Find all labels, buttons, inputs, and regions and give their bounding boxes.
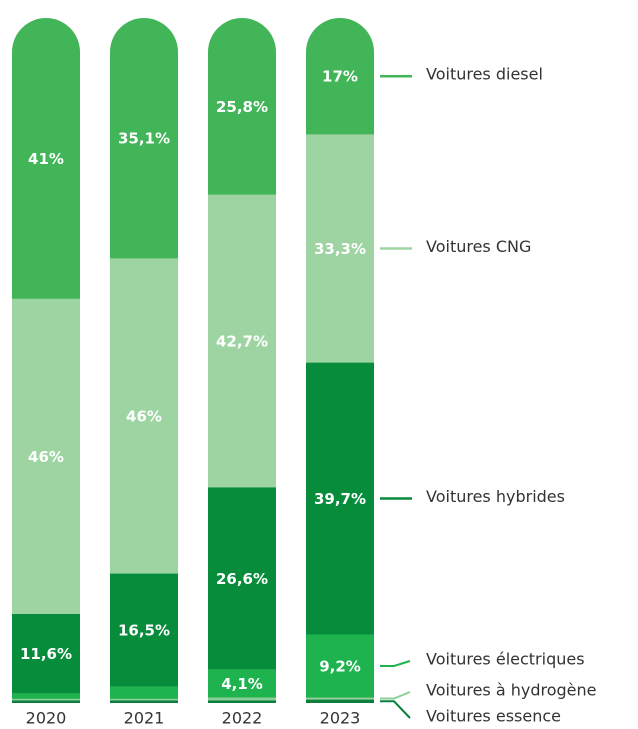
bar-segment [306, 634, 374, 698]
bar-segment [208, 669, 276, 698]
value-label: 17% [322, 68, 358, 86]
bar-segment [208, 487, 276, 670]
bar-segment [208, 18, 276, 195]
value-label: 41% [28, 150, 64, 168]
bar-group [110, 18, 178, 703]
bar-segment [306, 134, 374, 363]
bar-segment [110, 18, 178, 259]
value-label: 9,2% [319, 658, 361, 676]
bar-segment [12, 693, 80, 699]
value-label: 42,7% [216, 332, 268, 350]
legend-label: Voitures essence [426, 707, 561, 726]
x-tick-label: 2020 [26, 709, 67, 728]
legend-label: Voitures électriques [426, 650, 585, 669]
value-label: 46% [126, 407, 162, 425]
bar-segment [208, 700, 276, 703]
bar-segment [110, 258, 178, 574]
bar-segment [110, 700, 178, 703]
bar-segment [208, 194, 276, 488]
legend-label: Voitures à hydrogène [426, 681, 597, 700]
x-tick-label: 2022 [222, 709, 263, 728]
value-label: 35,1% [118, 130, 170, 148]
x-tick-label: 2023 [320, 709, 361, 728]
bar-segment [12, 700, 80, 703]
bar-segment [306, 18, 374, 135]
value-label: 26,6% [216, 570, 268, 588]
bar-segment [306, 362, 374, 635]
legend-label: Voitures hybrides [426, 487, 565, 506]
value-label: 46% [28, 448, 64, 466]
legend-line [380, 660, 411, 668]
value-label: 33,3% [314, 240, 366, 258]
bar-segment [110, 573, 178, 687]
bar-segment [208, 697, 276, 701]
bar-segment [110, 698, 178, 701]
bar-segment [306, 699, 374, 703]
x-tick-label: 2021 [124, 709, 165, 728]
value-label: 25,8% [216, 98, 268, 116]
value-label: 39,7% [314, 490, 366, 508]
value-label: 11,6% [20, 645, 72, 663]
bar-segment [110, 686, 178, 699]
bar-segment [12, 298, 80, 614]
bar-segment [12, 18, 80, 299]
value-label: 4,1% [221, 675, 263, 693]
bar-group [12, 18, 80, 703]
bar-segment [306, 697, 374, 700]
bar-group [208, 18, 276, 703]
legend-label: Voitures diesel [426, 65, 543, 84]
legend-line [380, 691, 411, 700]
value-label: 16,5% [118, 622, 170, 640]
bar-segment [12, 698, 80, 701]
legend-line [380, 700, 411, 719]
legend-label: Voitures CNG [426, 237, 531, 256]
bar-segment [12, 613, 80, 694]
bar-group [306, 18, 374, 703]
